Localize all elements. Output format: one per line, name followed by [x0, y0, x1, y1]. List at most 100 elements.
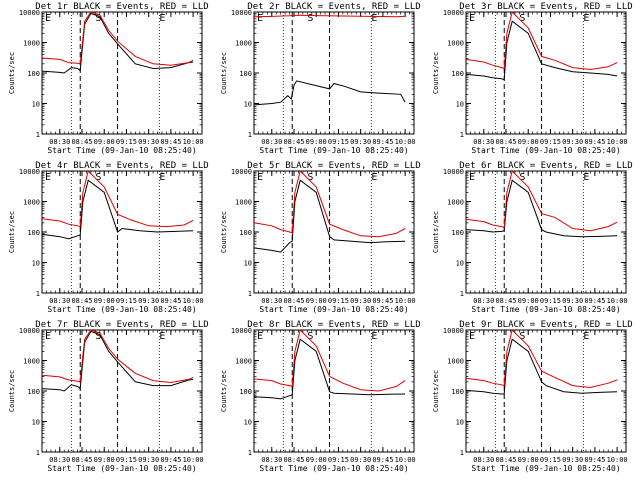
x-tick-label: 09:00 — [94, 297, 115, 305]
x-axis-label: Start Time (09-Jan-10 08:25:40) — [259, 305, 408, 314]
y-tick-label: 10000 — [443, 327, 464, 335]
x-tick-label: 09:00 — [306, 456, 327, 464]
x-tick-label: 08:30 — [473, 297, 494, 305]
x-tick-label: 08:30 — [261, 138, 282, 146]
x-tick-label: 08:30 — [49, 456, 70, 464]
panel-title: Det 7r BLACK = Events, RED = LLD — [35, 320, 208, 330]
x-tick-label: 08:30 — [49, 138, 70, 146]
y-tick-label: 1 — [36, 290, 40, 298]
marker-e: E — [469, 331, 475, 342]
marker-s: S — [519, 331, 525, 342]
x-tick-label: 08:30 — [473, 456, 494, 464]
marker-e: E — [257, 331, 263, 342]
panel-title: Det 2r BLACK = Events, RED = LLD — [247, 2, 420, 12]
x-tick-label: 09:30 — [138, 138, 159, 146]
x-tick-label: 08:30 — [49, 297, 70, 305]
x-tick-label: 09:00 — [306, 297, 327, 305]
panel-det-4: Det 4r BLACK = Events, RED = LLD 1 10 100 10… — [8, 161, 209, 314]
x-tick-label: 09:00 — [518, 456, 539, 464]
x-tick-label: 09:15 — [540, 297, 561, 305]
y-tick-label: 10000 — [443, 9, 464, 17]
panel-title: Det 5r BLACK = Events, RED = LLD — [247, 161, 420, 171]
x-axis-label: Start Time (09-Jan-10 08:25:40) — [471, 146, 620, 155]
y-tick-label: 100 — [27, 70, 40, 78]
marker-s: S — [307, 331, 313, 342]
panel-det-1: Det 1r BLACK = Events, RED = LLD 1 10 100 10… — [8, 2, 209, 155]
marker-s: S — [95, 172, 101, 183]
y-tick-label: 10000 — [443, 168, 464, 176]
y-axis-label: Counts/sec — [432, 370, 440, 412]
series-events-line — [42, 12, 194, 74]
marker-e: E — [45, 13, 51, 24]
y-tick-label: 10000 — [231, 168, 252, 176]
marker-e: E — [583, 13, 589, 24]
y-tick-label: 1 — [248, 290, 252, 298]
y-tick-label: 100 — [239, 388, 252, 396]
marker-s: S — [95, 13, 101, 24]
y-tick-label: 100 — [239, 70, 252, 78]
series-lld-line — [466, 12, 618, 71]
marker-s: S — [307, 172, 313, 183]
y-tick-label: 10 — [32, 419, 40, 427]
panel-det-6: Det 6r BLACK = Events, RED = LLD 1 10 100 10… — [432, 161, 633, 314]
panel-title: Det 4r BLACK = Events, RED = LLD — [35, 161, 208, 171]
x-tick-label: 09:00 — [94, 456, 115, 464]
y-tick-label: 10000 — [19, 9, 40, 17]
y-axis-label: Counts/sec — [8, 52, 16, 94]
series-events-line — [254, 80, 406, 106]
y-tick-label: 1 — [248, 449, 252, 457]
y-tick-label: 10000 — [231, 9, 252, 17]
y-axis-label: Counts/sec — [220, 370, 228, 412]
panel-title: Det 3r BLACK = Events, RED = LLD — [459, 2, 632, 12]
y-tick-label: 1000 — [447, 199, 464, 207]
panel-det-7: Det 7r BLACK = Events, RED = LLD 1 10 100 10… — [8, 320, 209, 473]
x-tick-label: 09:30 — [562, 456, 583, 464]
x-tick-label: 08:45 — [283, 297, 304, 305]
x-tick-label: 09:45 — [160, 297, 181, 305]
x-tick-label: 08:45 — [71, 297, 92, 305]
marker-e: E — [469, 13, 475, 24]
x-tick-label: 08:45 — [495, 297, 516, 305]
marker-e: E — [257, 172, 263, 183]
panel-det-9: Det 9r BLACK = Events, RED = LLD 1 10 100 10… — [432, 320, 633, 473]
x-axis-label: Start Time (09-Jan-10 08:25:40) — [471, 305, 620, 314]
x-tick-label: 10:00 — [183, 456, 204, 464]
x-tick-label: 08:45 — [283, 456, 304, 464]
y-tick-label: 1 — [460, 131, 464, 139]
y-axis-label: Counts/sec — [220, 52, 228, 94]
marker-e: E — [583, 331, 589, 342]
y-tick-label: 1 — [460, 449, 464, 457]
x-tick-label: 09:30 — [350, 456, 371, 464]
y-tick-label: 1000 — [23, 199, 40, 207]
x-tick-label: 10:00 — [395, 456, 416, 464]
y-tick-label: 10 — [32, 101, 40, 109]
series-lld-line — [254, 171, 406, 238]
x-tick-label: 09:00 — [94, 138, 115, 146]
series-events-line — [42, 179, 194, 240]
y-axis-label: Counts/sec — [8, 211, 16, 253]
series-lld-line — [466, 171, 618, 232]
x-tick-label: 08:45 — [283, 138, 304, 146]
x-tick-label: 08:30 — [473, 138, 494, 146]
x-tick-label: 08:45 — [71, 138, 92, 146]
panel-det-3: Det 3r BLACK = Events, RED = LLD 1 10 100 10… — [432, 2, 633, 155]
series-lld-line — [42, 171, 194, 228]
series-events-line — [466, 338, 618, 395]
series-events-line — [254, 338, 406, 400]
y-tick-label: 10 — [244, 101, 252, 109]
y-tick-label: 1 — [248, 131, 252, 139]
series-lld-line — [42, 12, 194, 66]
y-tick-label: 1000 — [235, 40, 252, 48]
x-tick-label: 09:30 — [350, 297, 371, 305]
y-tick-label: 100 — [451, 388, 464, 396]
marker-e: E — [159, 13, 165, 24]
x-tick-label: 09:15 — [540, 138, 561, 146]
y-tick-label: 100 — [451, 70, 464, 78]
series-events-line — [466, 20, 618, 81]
y-tick-label: 1000 — [447, 358, 464, 366]
marker-e: E — [371, 13, 377, 24]
y-tick-label: 10000 — [231, 327, 252, 335]
y-tick-label: 100 — [239, 229, 252, 237]
marker-e: E — [469, 172, 475, 183]
